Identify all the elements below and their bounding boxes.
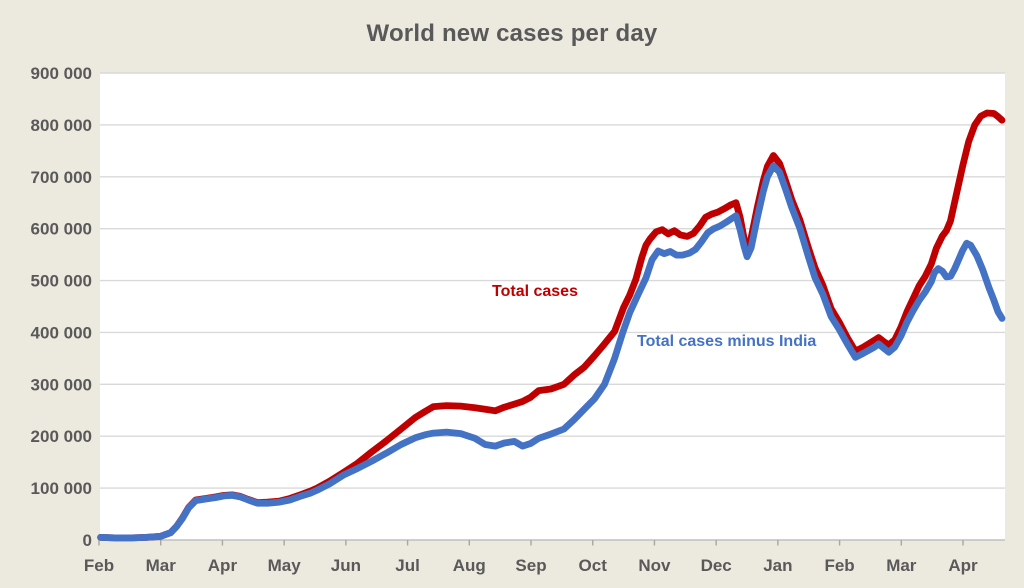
y-axis-tick-label: 800 000 — [31, 116, 92, 135]
x-axis-tick-label: Apr — [948, 556, 978, 575]
x-axis-tick-label: Feb — [84, 556, 114, 575]
x-axis-tick-label: Feb — [824, 556, 854, 575]
y-axis-tick-label: 500 000 — [31, 272, 92, 291]
y-axis-tick-label: 400 000 — [31, 323, 92, 342]
series-label-total-cases: Total cases — [492, 283, 578, 300]
x-axis-tick-label: Mar — [886, 556, 917, 575]
y-axis-tick-label: 0 — [83, 531, 92, 550]
series-label-total-cases-minus-india: Total cases minus India — [637, 333, 817, 350]
x-axis-tick-label: Jul — [395, 556, 420, 575]
y-axis-tick-label: 100 000 — [31, 479, 92, 498]
x-axis-tick-label: Apr — [208, 556, 238, 575]
x-axis-tick-label: Sep — [515, 556, 546, 575]
y-axis-tick-label: 300 000 — [31, 375, 92, 394]
x-axis-tick-label: Mar — [146, 556, 177, 575]
chart-title: World new cases per day — [366, 20, 658, 47]
x-axis-tick-label: Nov — [638, 556, 671, 575]
x-axis-tick-label: May — [268, 556, 302, 575]
y-axis-tick-label: 700 000 — [31, 168, 92, 187]
y-axis-tick-label: 600 000 — [31, 220, 92, 239]
y-axis-tick-label: 900 000 — [31, 64, 92, 83]
x-axis-tick-label: Jun — [331, 556, 361, 575]
plot-area — [100, 73, 1005, 540]
y-axis-tick-label: 200 000 — [31, 427, 92, 446]
x-axis-tick-label: Jan — [763, 556, 792, 575]
total-cases-minus-india-line — [97, 162, 1006, 542]
x-axis-tick-label: Oct — [579, 556, 608, 575]
x-axis-tick-label: Dec — [701, 556, 732, 575]
x-axis-tick-label: Aug — [453, 556, 486, 575]
